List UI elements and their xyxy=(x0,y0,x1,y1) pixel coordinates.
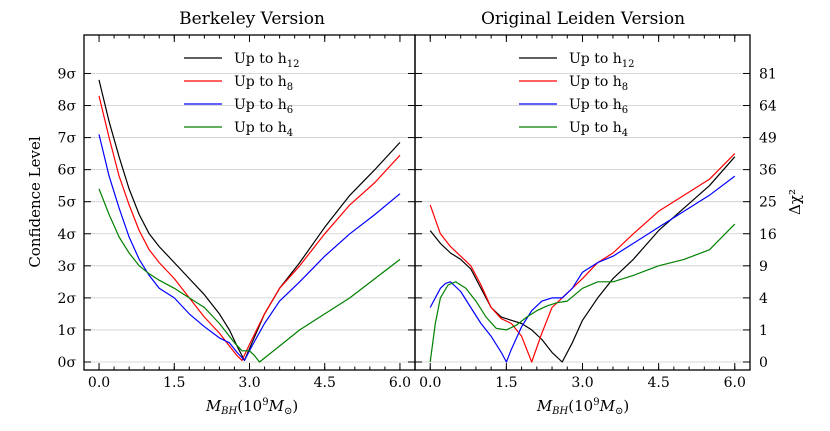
y2-tick-label: 49 xyxy=(759,131,777,147)
series-line-12-berkeley xyxy=(98,79,401,361)
legend-berkeley: Up to h12 Up to h8 Up to h6 Up to h4 xyxy=(184,51,299,139)
legend-label: Up to h8 xyxy=(234,74,293,93)
series-line-8-berkeley xyxy=(98,95,401,361)
legend-label: Up to h8 xyxy=(569,74,628,93)
y-tick-label: 0σ xyxy=(58,355,77,371)
panel-title-leiden: Original Leiden Version xyxy=(481,9,685,29)
y-tick-label: 5σ xyxy=(58,195,77,211)
y-tick-label: 6σ xyxy=(58,163,77,179)
y-tick-label: 1σ xyxy=(58,323,77,339)
legend-label: Up to h6 xyxy=(234,97,293,116)
y2-tick-label: 81 xyxy=(759,66,777,82)
y-tick-label: 3σ xyxy=(58,259,77,275)
y-tick-label: 7σ xyxy=(58,131,77,147)
panel-leiden: Original Leiden Version 0.0 1.5 3.0 4.5 6.0 0… xyxy=(414,9,777,417)
x-tick-label: 3.0 xyxy=(571,375,593,391)
legend-label: Up to h6 xyxy=(569,97,628,116)
y2-tick-label: 1 xyxy=(759,323,768,339)
y2-tick-label: 36 xyxy=(759,163,777,179)
series-line-6-berkeley xyxy=(98,134,401,361)
x-tick-label: 4.5 xyxy=(314,375,336,391)
x-tick-label: 0.0 xyxy=(88,375,110,391)
panel-title-berkeley: Berkeley Version xyxy=(179,9,325,29)
panel-berkeley: Berkeley Version 0.0 1.5 3.0 4.5 6.0 0σ 1σ 2σ 3σ… xyxy=(58,9,416,417)
y-tick-label: 9σ xyxy=(58,66,77,82)
x-axis-label-leiden: MBH(109M⊙) xyxy=(536,397,629,417)
y-tick-label: 4σ xyxy=(58,227,77,243)
y-tick-label: 8σ xyxy=(58,99,77,115)
legend-label: Up to h12 xyxy=(569,51,634,70)
x-tick-label: 1.5 xyxy=(163,375,185,391)
y-axis-label: Confidence Level xyxy=(26,136,44,268)
y2-tick-label: 64 xyxy=(759,99,777,115)
x-tick-label: 6.0 xyxy=(724,375,746,391)
x-tick-label: 0.0 xyxy=(419,375,441,391)
y2-tick-label: 16 xyxy=(759,227,777,243)
axes-frame-leiden xyxy=(414,34,751,371)
legend-label: Up to h12 xyxy=(234,51,299,70)
legend-label: Up to h4 xyxy=(569,120,628,139)
y2-axis-label: Δχ² xyxy=(786,189,804,215)
x-tick-label: 3.0 xyxy=(238,375,260,391)
x-tick-label: 4.5 xyxy=(648,375,670,391)
legend-leiden: Up to h12 Up to h8 Up to h6 Up to h4 xyxy=(519,51,634,139)
series-line-4-leiden xyxy=(429,223,736,363)
legend-label: Up to h4 xyxy=(234,120,293,139)
x-axis-label-berkeley: MBH(109M⊙) xyxy=(205,397,298,417)
series-line-12-leiden xyxy=(429,156,736,363)
y2-tick-label: 25 xyxy=(759,195,777,211)
series-line-8-leiden xyxy=(429,153,736,363)
y-tick-label: 2σ xyxy=(58,291,77,307)
x-tick-label: 6.0 xyxy=(389,375,411,391)
series-line-4-berkeley xyxy=(98,188,401,363)
x-tick-label: 1.5 xyxy=(495,375,517,391)
y2-tick-label: 4 xyxy=(759,291,768,307)
series-line-6-leiden xyxy=(429,175,736,363)
y2-tick-label: 0 xyxy=(759,355,768,371)
y2-tick-label: 9 xyxy=(759,259,768,275)
